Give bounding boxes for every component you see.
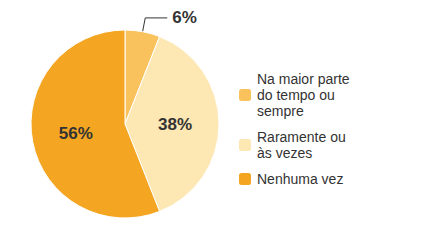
svg-text:38%: 38% <box>158 115 192 134</box>
svg-text:Nenhuma vez: Nenhuma vez <box>257 171 343 187</box>
svg-text:56%: 56% <box>59 124 93 143</box>
svg-text:Raramente ou: Raramente ou <box>257 129 350 145</box>
svg-text:sempre: sempre <box>257 103 304 119</box>
svg-text:às vezes: às vezes <box>257 145 312 161</box>
svg-text:Na maior parte: Na maior parte <box>257 71 353 87</box>
svg-text:do tempo ou: do tempo ou <box>257 87 339 103</box>
svg-text:6%: 6% <box>172 8 197 27</box>
